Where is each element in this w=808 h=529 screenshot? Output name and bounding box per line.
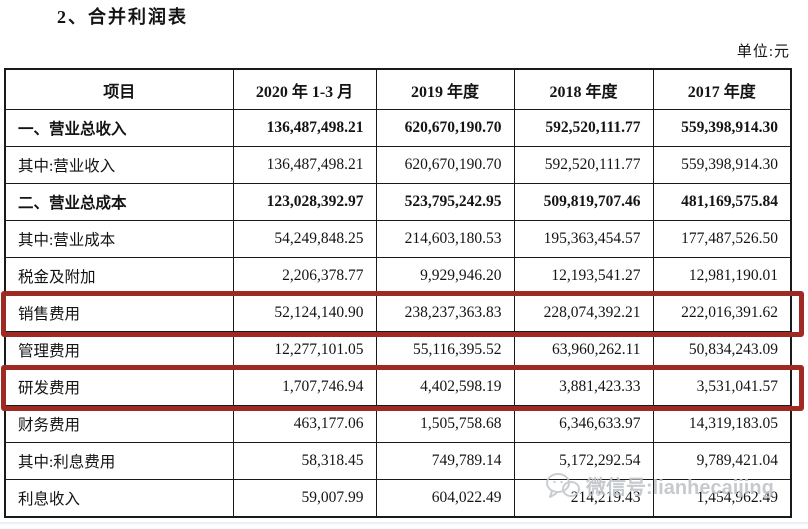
- cell-value: 463,177.06: [232, 405, 377, 443]
- income-statement-table: 项目 2020 年 1-3 月 2019 年度 2018 年度 2017 年度 一、营业…: [4, 68, 792, 518]
- cell-value: 50,834,243.09: [652, 331, 792, 369]
- cell-value: 59,007.99: [232, 479, 377, 518]
- row-label: 税金及附加: [4, 257, 234, 295]
- watermark: 微信号:lianhecaijing: [545, 471, 774, 500]
- cell-value: 9,929,946.20: [375, 257, 515, 295]
- row-label: 其中:营业收入: [4, 146, 234, 184]
- table-row: 一、营业总收入 136,487,498.21 620,670,190.70 592,5…: [4, 109, 792, 147]
- cell-value: 5,172,292.54: [513, 442, 654, 480]
- cell-value: 604,022.49: [375, 479, 515, 518]
- cell-value: 1,454,962.49: [652, 479, 792, 518]
- cell-value: 559,398,914.30: [652, 109, 792, 147]
- row-label: 二、营业总成本: [4, 183, 234, 221]
- row-label: 其中:营业成本: [4, 220, 234, 258]
- column-header: 2017 年度: [652, 68, 792, 110]
- cell-value: 214,219.43: [513, 479, 654, 518]
- row-label: 销售费用: [4, 294, 234, 332]
- cell-value: 749,789.14: [375, 442, 515, 480]
- column-header: 2018 年度: [513, 68, 654, 110]
- table-row: 其中:营业收入 136,487,498.21 620,670,190.70 592,5…: [4, 146, 792, 184]
- table-body: 一、营业总收入 136,487,498.21 620,670,190.70 592,5…: [4, 109, 792, 518]
- cell-value: 228,074,392.21: [513, 294, 654, 332]
- column-header: 项目: [4, 68, 234, 110]
- cell-value: 12,193,541.27: [513, 257, 654, 295]
- table-row: 财务费用 463,177.06 1,505,758.68 6,346,633.97 14…: [4, 405, 792, 443]
- unit-label: 单位:元: [736, 44, 790, 60]
- cell-value: 559,398,914.30: [652, 146, 792, 184]
- row-label: 财务费用: [4, 405, 234, 443]
- cell-value: 3,881,423.33: [513, 368, 654, 406]
- cell-value: 54,249,848.25: [232, 220, 377, 258]
- cell-value: 2,206,378.77: [232, 257, 377, 295]
- cell-value: 481,169,575.84: [652, 183, 792, 221]
- watermark-text: 微信号:lianhecaijing: [586, 477, 774, 499]
- cell-value: 58,318.45: [232, 442, 377, 480]
- row-label: 其中:利息费用: [4, 442, 234, 480]
- cell-value: 592,520,111.77: [513, 146, 654, 184]
- header-row: 项目 2020 年 1-3 月 2019 年度 2018 年度 2017 年度: [4, 68, 792, 110]
- section-title: 2、合并利润表: [57, 7, 188, 27]
- cell-value: 592,520,111.77: [513, 109, 654, 147]
- page-bottom-divider: [0, 522, 808, 525]
- cell-value: 3,531,041.57: [652, 368, 792, 406]
- column-header: 2020 年 1-3 月: [232, 68, 377, 110]
- column-header: 2019 年度: [375, 68, 515, 110]
- cell-value: 4,402,598.19: [375, 368, 515, 406]
- cell-value: 222,016,391.62: [652, 294, 792, 332]
- cell-value: 12,277,101.05: [232, 331, 377, 369]
- cell-value: 238,237,363.83: [375, 294, 515, 332]
- cell-value: 620,670,190.70: [375, 109, 515, 147]
- cell-value: 14,319,183.05: [652, 405, 792, 443]
- row-label: 利息收入: [4, 479, 234, 518]
- table-row: 研发费用 1,707,746.94 4,402,598.19 3,881,423.33…: [4, 368, 792, 406]
- table-row: 其中:营业成本 54,249,848.25 214,603,180.53 195,36…: [4, 220, 792, 258]
- cell-value: 12,981,190.01: [652, 257, 792, 295]
- table-row: 二、营业总成本 123,028,392.97 523,795,242.95 509,8…: [4, 183, 792, 221]
- table-row: 管理费用 12,277,101.05 55,116,395.52 63,960,262…: [4, 331, 792, 369]
- cell-value: 523,795,242.95: [375, 183, 515, 221]
- table-row: 其中:利息费用 58,318.45 749,789.14 5,172,292.54 9,…: [4, 442, 792, 480]
- cell-value: 123,028,392.97: [232, 183, 377, 221]
- cell-value: 620,670,190.70: [375, 146, 515, 184]
- cell-value: 177,487,526.50: [652, 220, 792, 258]
- table-header: 项目 2020 年 1-3 月 2019 年度 2018 年度 2017 年度: [4, 68, 792, 110]
- row-label: 一、营业总收入: [4, 109, 234, 147]
- cell-value: 1,707,746.94: [232, 368, 377, 406]
- cell-value: 195,363,454.57: [513, 220, 654, 258]
- wechat-icon: [546, 472, 580, 498]
- row-label: 管理费用: [4, 331, 234, 369]
- table-row: 销售费用 52,124,140.90 238,237,363.83 228,074,3…: [4, 294, 792, 332]
- cell-value: 136,487,498.21: [232, 146, 377, 184]
- cell-value: 63,960,262.11: [513, 331, 654, 369]
- cell-value: 6,346,633.97: [513, 405, 654, 443]
- cell-value: 1,505,758.68: [375, 405, 515, 443]
- cell-value: 509,819,707.46: [513, 183, 654, 221]
- table-row: 利息收入 59,007.99 604,022.49 214,219.43 1,454,9…: [4, 479, 792, 518]
- cell-value: 214,603,180.53: [375, 220, 515, 258]
- row-label: 研发费用: [4, 368, 234, 406]
- cell-value: 136,487,498.21: [232, 109, 377, 147]
- table-row: 税金及附加 2,206,378.77 9,929,946.20 12,193,541.…: [4, 257, 792, 295]
- cell-value: 9,789,421.04: [652, 442, 792, 480]
- cell-value: 55,116,395.52: [375, 331, 515, 369]
- cell-value: 52,124,140.90: [232, 294, 377, 332]
